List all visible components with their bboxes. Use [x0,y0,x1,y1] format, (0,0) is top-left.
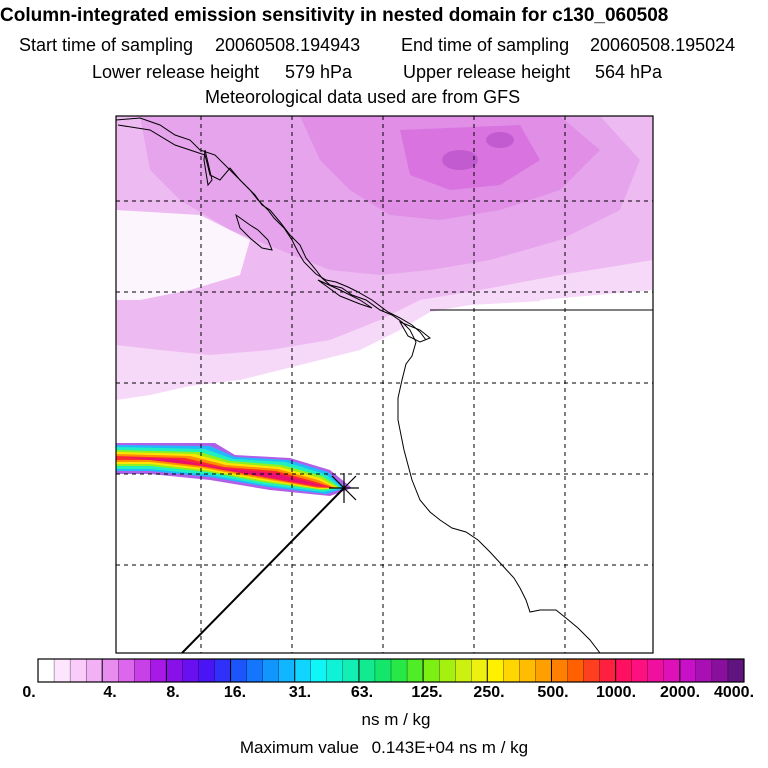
lower-height-value: 579 hPa [285,62,353,82]
colorbar-cell [438,658,456,683]
coastline [116,117,653,653]
colorbar-cell [487,658,504,683]
colorbar-cell [567,658,585,683]
colorbar-cell [711,658,729,683]
colorbar-cell [583,658,601,683]
start-time-value: 20060508.194943 [215,35,361,55]
colorbar-label-8: 500. [537,684,569,701]
colorbar-cell [262,658,280,683]
upper-height-label: Upper release height [403,62,571,82]
colorbar-units: ns m / kg [361,710,431,729]
colorbar-cell [150,658,167,683]
met-data-note: Meteorological data used are from GFS [205,87,521,107]
colorbar-frame [37,658,745,683]
colorbar-label-4: 31. [288,684,312,701]
colorbar-label-6: 125. [411,684,443,701]
colorbar-cell [102,658,119,683]
colorbar-label-5: 63. [350,684,374,701]
colorbar-cell [294,658,312,683]
colorbar-cell [519,658,536,683]
colorbar-cell [695,658,713,683]
colorbar-cell [663,658,681,683]
colorbar-cell [310,658,328,683]
colorbar-label-2: 8. [166,684,180,701]
lower-height-label: Lower release height [92,62,260,82]
start-time-label: Start time of sampling [19,35,194,55]
colorbar-cell [342,658,360,683]
colorbar-cell [631,658,649,683]
end-time-label: End time of sampling [401,35,570,55]
colorbar-cell [503,658,520,683]
colorbar-cell [69,658,87,683]
colorbar [37,658,745,683]
colorbar-cell [422,658,440,683]
colorbar-cell [535,658,552,683]
upper-height-value: 564 hPa [595,62,663,82]
max-value-units: ns m / kg [459,738,529,757]
colorbar-cell [727,658,745,683]
colorbar-cell [406,658,424,683]
map-frame [115,115,654,654]
max-value: 0.143E+04 [371,738,455,757]
lat-lon-grid [116,116,653,653]
colorbar-cell [647,658,665,683]
colorbar-cell [246,658,264,683]
colorbar-cell [390,658,408,683]
maximum-value-line: Maximum value 0.143E+04 ns m / kg [240,738,528,758]
plot-title: Column-integrated emission sensitivity i… [0,5,669,26]
colorbar-cell [214,658,232,683]
colorbar-cell [358,658,376,683]
colorbar-cell [278,658,296,683]
colorbar-label-11: 4000. [713,684,755,701]
colorbar-label-9: 1000. [595,684,637,701]
colorbar-cell [679,658,697,683]
colorbar-cell [455,658,472,683]
colorbar-cell [551,658,568,683]
colorbar-label-10: 2000. [659,684,701,701]
colorbar-label-7: 250. [473,684,505,701]
max-value-label: Maximum value [239,738,359,757]
colorbar-cell [471,658,488,683]
end-time-value: 20060508.195024 [590,35,736,55]
colorbar-label-0: 0. [22,684,36,701]
colorbar-cell [85,658,103,683]
colorbar-cell [615,658,633,683]
colorbar-major-ticks [101,659,681,682]
colorbar-cell [198,658,215,683]
colorbar-label-1: 4. [103,684,117,701]
colorbar-cell [230,658,248,683]
colorbar-cell [374,658,392,683]
release-point-marker [181,473,359,654]
colorbar-label-3: 16. [223,684,247,701]
colorbar-cell [134,658,151,683]
sensitivity-field [116,116,653,653]
colorbar-cell [37,658,55,683]
colorbar-cell [599,658,617,683]
colorbar-cell [53,658,71,683]
colorbar-cell [182,658,199,683]
colorbar-cell [118,658,135,683]
colorbar-cell [166,658,183,683]
colorbar-cell [326,658,344,683]
